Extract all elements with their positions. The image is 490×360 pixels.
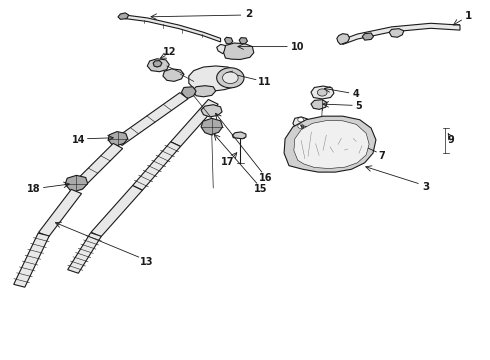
Text: 18: 18	[27, 184, 41, 194]
Polygon shape	[114, 93, 188, 145]
Circle shape	[318, 89, 327, 96]
Polygon shape	[193, 86, 216, 97]
Polygon shape	[14, 233, 49, 287]
Polygon shape	[201, 105, 222, 117]
Polygon shape	[65, 175, 88, 192]
Polygon shape	[163, 69, 184, 81]
Circle shape	[222, 72, 238, 84]
Polygon shape	[133, 142, 180, 190]
Polygon shape	[389, 29, 404, 37]
Text: 9: 9	[448, 135, 455, 145]
Polygon shape	[343, 23, 460, 44]
Text: 14: 14	[72, 135, 86, 145]
Polygon shape	[72, 143, 122, 190]
Text: 1: 1	[465, 12, 472, 22]
Text: 7: 7	[378, 150, 385, 161]
Text: 2: 2	[245, 9, 252, 19]
Polygon shape	[147, 59, 169, 72]
Polygon shape	[294, 121, 369, 168]
Polygon shape	[239, 38, 247, 44]
Polygon shape	[118, 13, 129, 19]
Polygon shape	[153, 60, 162, 67]
Polygon shape	[171, 99, 218, 147]
Polygon shape	[362, 33, 373, 40]
Text: 16: 16	[259, 173, 272, 183]
Polygon shape	[316, 130, 327, 138]
Circle shape	[298, 118, 304, 122]
Polygon shape	[311, 100, 327, 109]
Polygon shape	[232, 132, 246, 139]
Polygon shape	[217, 44, 225, 54]
Polygon shape	[311, 86, 334, 99]
Circle shape	[298, 124, 304, 129]
Text: 8: 8	[328, 158, 336, 168]
Polygon shape	[91, 185, 143, 237]
Polygon shape	[108, 132, 128, 145]
Text: 3: 3	[422, 182, 429, 192]
Polygon shape	[181, 87, 196, 98]
Text: 15: 15	[254, 184, 268, 194]
Polygon shape	[329, 126, 348, 140]
Text: 5: 5	[355, 101, 362, 111]
Polygon shape	[68, 233, 101, 273]
Text: 17: 17	[220, 157, 234, 167]
Polygon shape	[293, 117, 309, 131]
Text: 12: 12	[163, 46, 176, 57]
Polygon shape	[201, 118, 222, 135]
Polygon shape	[223, 43, 254, 59]
Polygon shape	[125, 15, 220, 42]
Polygon shape	[284, 116, 376, 172]
Polygon shape	[39, 189, 81, 237]
Circle shape	[217, 68, 244, 88]
Circle shape	[335, 134, 341, 138]
Text: 13: 13	[140, 257, 153, 267]
Circle shape	[335, 127, 341, 131]
Polygon shape	[189, 66, 240, 91]
Polygon shape	[224, 37, 233, 44]
Text: 6: 6	[315, 136, 321, 145]
Text: 10: 10	[291, 42, 304, 51]
Text: 4: 4	[352, 89, 359, 99]
Polygon shape	[337, 34, 349, 44]
Text: 11: 11	[258, 77, 271, 87]
